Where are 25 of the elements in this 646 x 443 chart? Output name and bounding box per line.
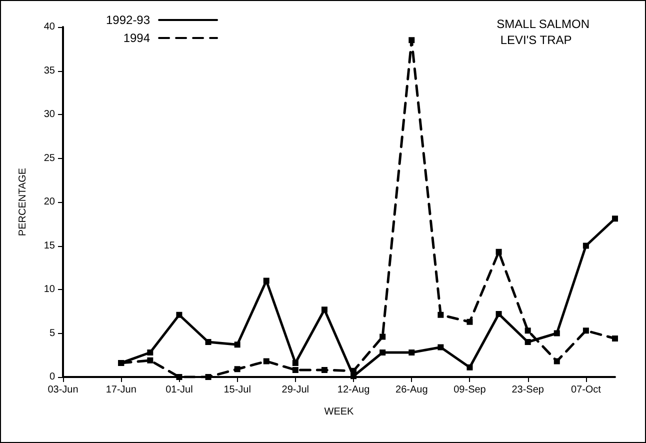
x-tick-label: 29-Jul (282, 384, 310, 396)
x-tick-label: 01-Jul (166, 384, 193, 396)
x-tick-label: 09-Sep (454, 384, 486, 396)
x-tick-label: 12-Aug (337, 384, 370, 396)
y-tick-label: 40 (44, 22, 56, 32)
x-tick-label: 15-Jul (224, 384, 251, 396)
y-tick-label: 5 (49, 328, 56, 339)
y-tick-label: 10 (44, 284, 56, 295)
y-tick-label: 15 (44, 240, 56, 252)
chart-title: SMALL SALMON (496, 17, 590, 31)
x-axis-title: WEEK (324, 406, 354, 418)
x-tick-label: 03-Jun (48, 384, 78, 396)
x-tick-label: 17-Jun (106, 384, 136, 396)
legend-label: 1992-93 (106, 13, 150, 27)
x-tick-label: 26-Aug (396, 384, 428, 396)
y-tick-label: 20 (44, 196, 56, 208)
y-tick-label: 25 (44, 152, 56, 164)
x-tick-label: 23-Sep (512, 384, 544, 396)
y-tick-label: 30 (44, 109, 56, 120)
y-tick-label: 35 (44, 65, 56, 76)
legend-label: 1994 (123, 31, 150, 45)
text: LEVI'S TRAP (500, 33, 572, 47)
y-tick-label: 0 (49, 372, 56, 382)
x-tick-label: 07-Oct (570, 384, 602, 396)
y-axis-title: PERCENTAGE (18, 168, 28, 236)
